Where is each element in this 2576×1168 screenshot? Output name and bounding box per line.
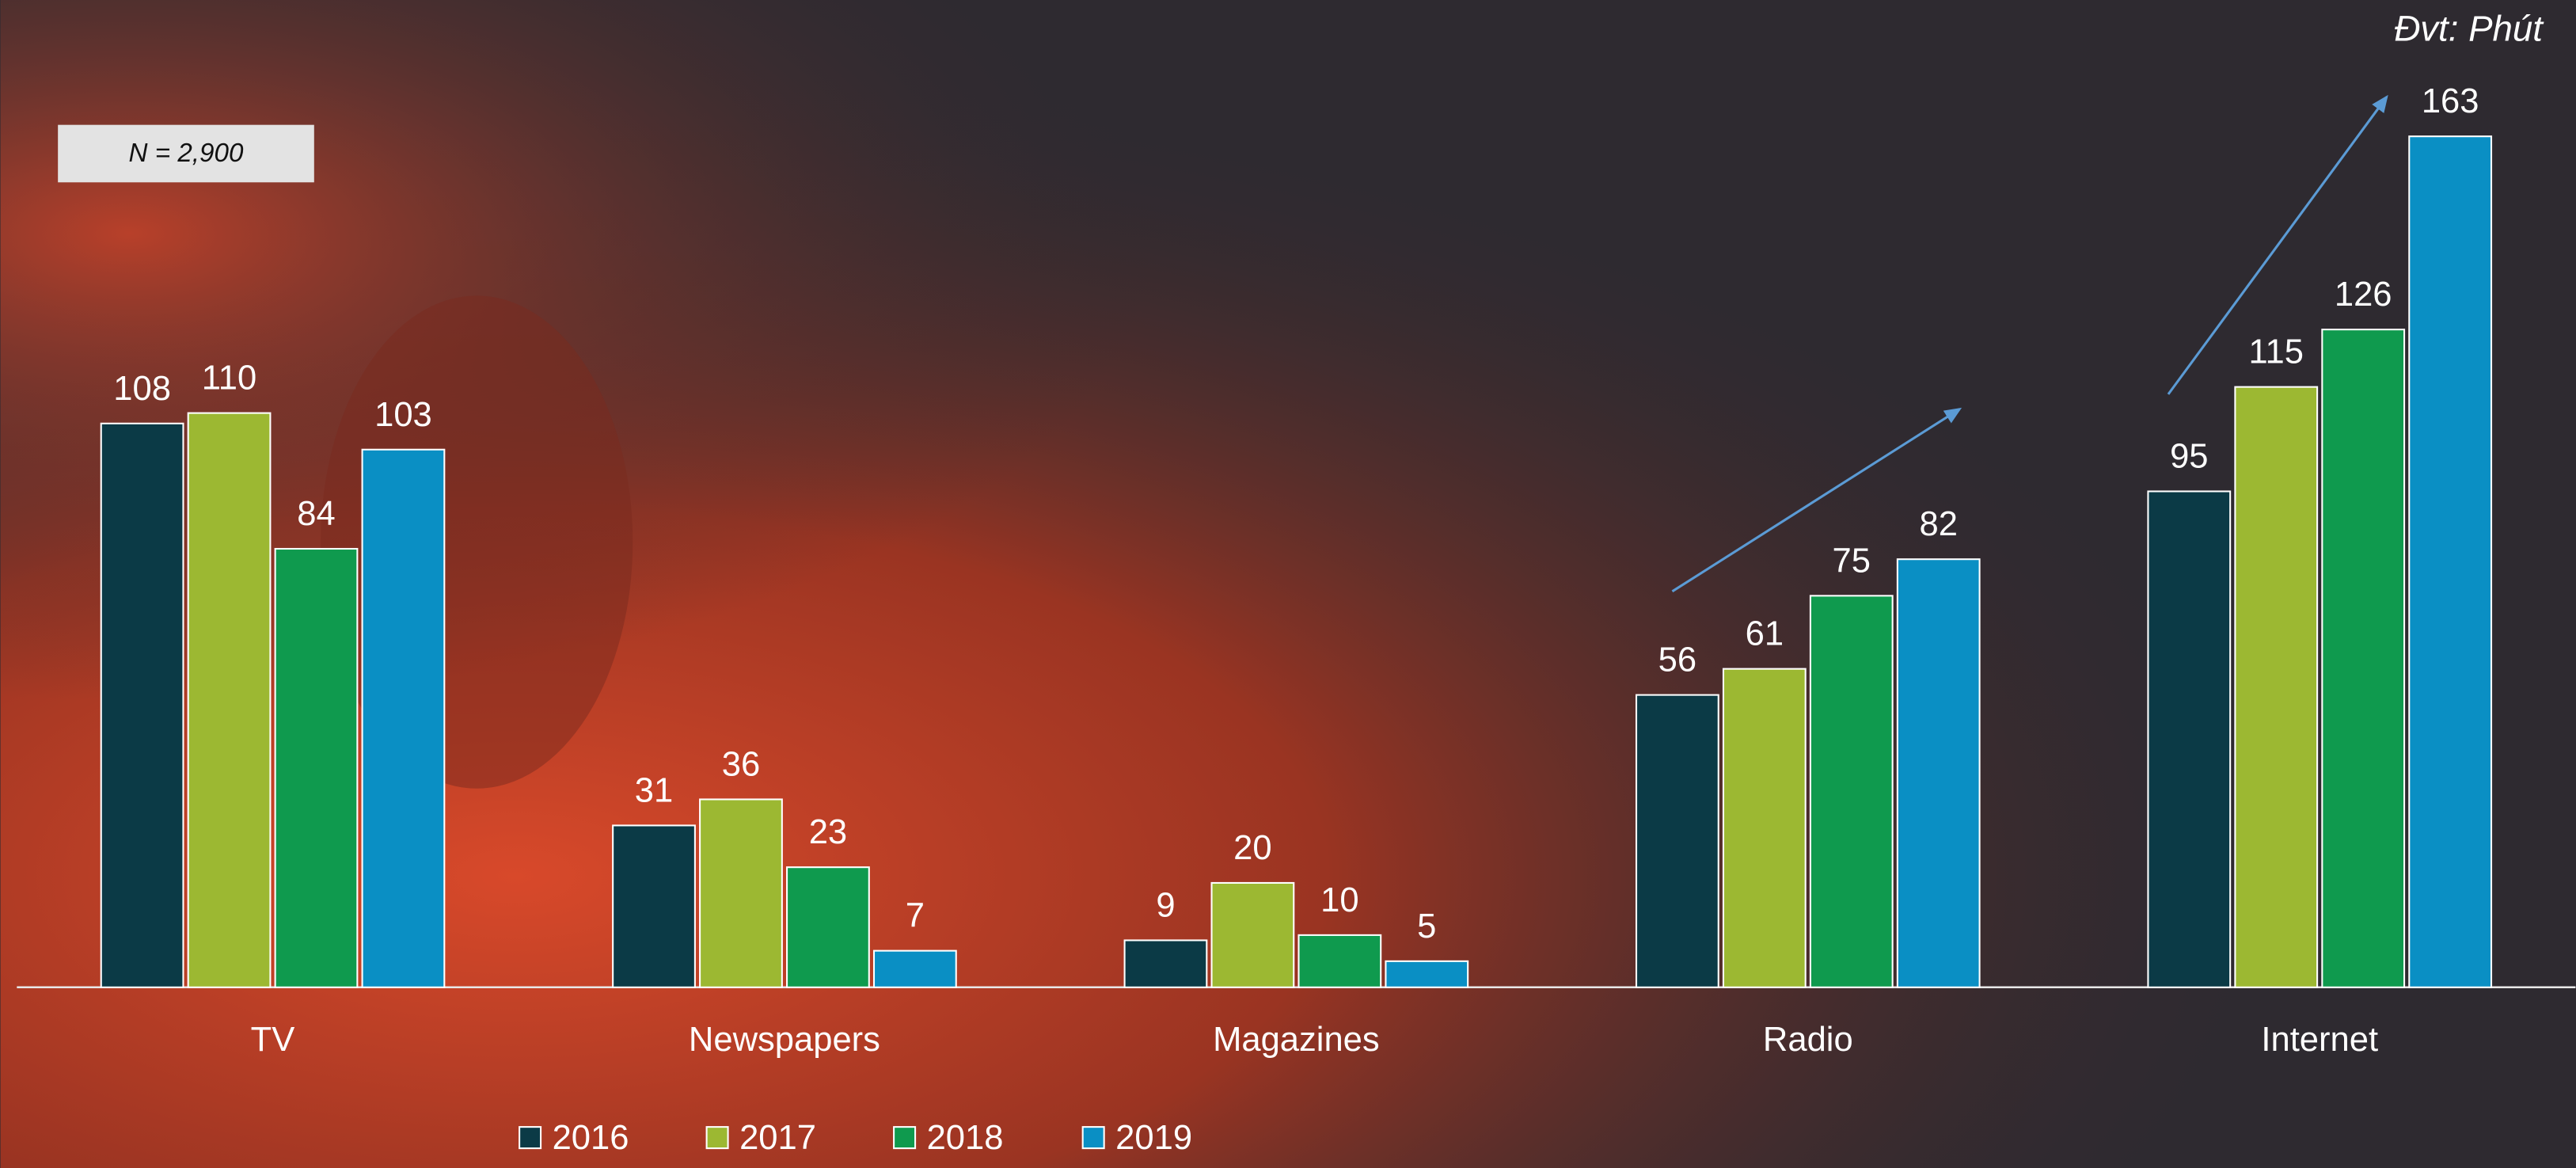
- bar: [1810, 595, 1893, 987]
- data-label: 115: [2249, 333, 2304, 371]
- data-label: 108: [113, 370, 171, 408]
- legend-label: 2018: [927, 1119, 1004, 1157]
- bar: [363, 450, 445, 987]
- data-label: 7: [906, 897, 925, 935]
- data-label: 10: [1320, 881, 1358, 919]
- data-label: 84: [297, 495, 335, 533]
- legend-swatch: [894, 1127, 915, 1148]
- legend-label: 2019: [1115, 1119, 1192, 1157]
- page: {"chart_data": { "type": "bar", "unit_no…: [0, 0, 2576, 1168]
- data-label: 31: [635, 771, 673, 809]
- data-label: 20: [1233, 829, 1271, 867]
- bar: [700, 799, 782, 987]
- data-label: 56: [1658, 641, 1696, 679]
- bar: [2148, 491, 2230, 987]
- data-label: 61: [1746, 615, 1784, 653]
- x-tick-label: TV: [251, 1021, 295, 1059]
- data-label: 163: [2422, 82, 2479, 120]
- bar: [1636, 695, 1719, 987]
- data-label: 95: [2170, 438, 2208, 476]
- bar: [874, 951, 956, 987]
- bar: [1125, 940, 1207, 987]
- legend-swatch: [707, 1127, 728, 1148]
- x-tick-label: Radio: [1763, 1021, 1853, 1059]
- bar: [1723, 669, 1806, 987]
- bar: [2322, 329, 2404, 987]
- unit-note: Đvt: Phút: [2394, 8, 2544, 48]
- bar: [613, 825, 695, 987]
- bar: [2409, 136, 2491, 987]
- x-tick-label: Magazines: [1213, 1021, 1380, 1059]
- data-label: 23: [809, 813, 847, 851]
- legend-label: 2017: [739, 1119, 816, 1157]
- data-label: 103: [374, 396, 432, 434]
- data-label: 9: [1156, 886, 1175, 924]
- bar: [275, 549, 358, 987]
- bar: [101, 424, 184, 987]
- chart: N = 2,900 Đvt: Phút TV 108 110 84 103 Newspap…: [0, 0, 2576, 1168]
- legend-swatch: [519, 1127, 541, 1148]
- x-tick-label: Newspapers: [689, 1021, 880, 1059]
- data-label: 82: [1920, 505, 1958, 543]
- bar: [1898, 559, 1980, 987]
- bar: [1298, 935, 1381, 987]
- sample-note: N = 2,900: [129, 139, 244, 168]
- data-label: 110: [202, 360, 256, 398]
- bar: [787, 867, 869, 987]
- bar: [188, 413, 271, 987]
- legend-swatch: [1083, 1127, 1104, 1148]
- bar: [1212, 883, 1294, 987]
- legend-label: 2016: [553, 1119, 629, 1157]
- bar: [2235, 387, 2317, 987]
- bar: [1385, 961, 1468, 987]
- data-label: 126: [2335, 276, 2392, 314]
- data-label: 36: [722, 745, 760, 783]
- x-tick-label: Internet: [2261, 1021, 2378, 1059]
- data-label: 75: [1833, 542, 1871, 580]
- data-label: 5: [1417, 907, 1436, 945]
